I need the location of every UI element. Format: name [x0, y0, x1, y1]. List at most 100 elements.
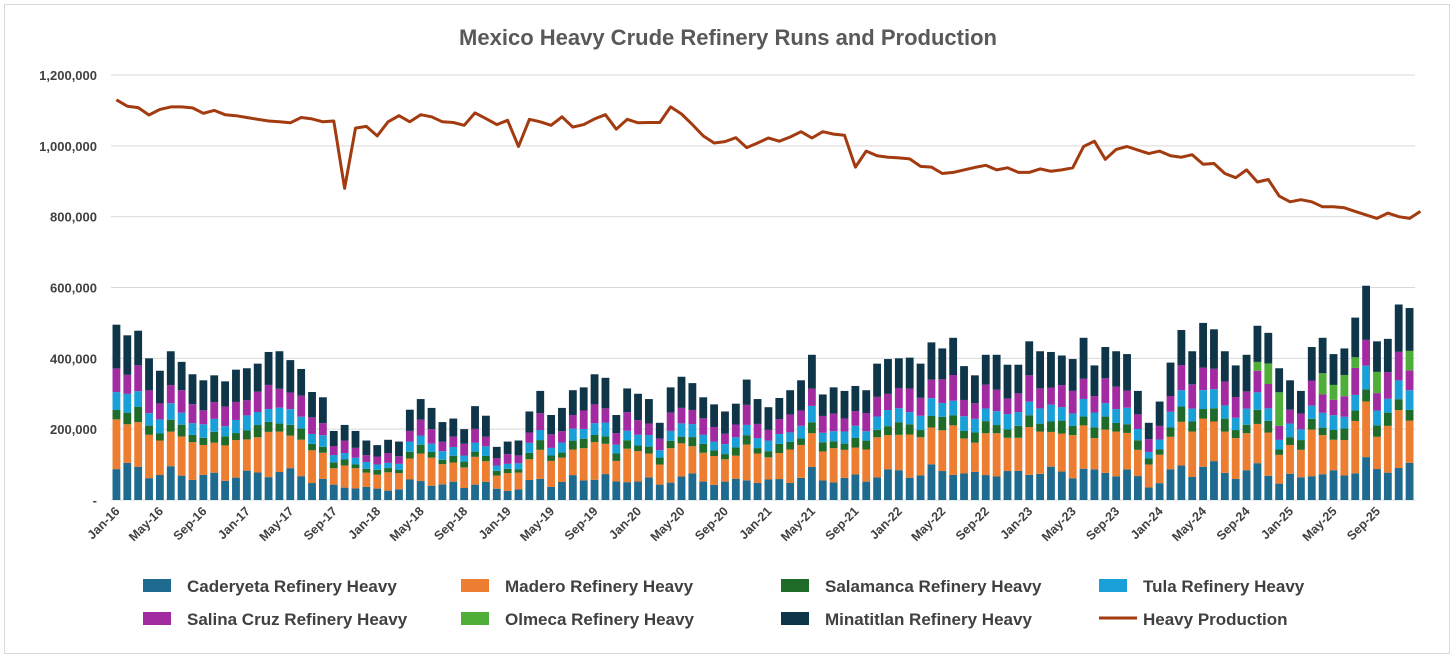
legend-label: Minatitlan Refinery Heavy [825, 610, 1032, 629]
bar-segment [1383, 425, 1392, 473]
bar-segment [1123, 424, 1131, 433]
bar-segment [242, 439, 251, 471]
bar-segment [1188, 351, 1197, 385]
bar-segment [329, 484, 338, 500]
bar-segment [351, 468, 360, 489]
bar-segment [1210, 368, 1218, 390]
bar-segment [405, 479, 414, 500]
bar-segment [862, 390, 871, 414]
bar-segment [1275, 454, 1284, 484]
bar-segment [677, 407, 686, 424]
bar-segment [666, 430, 675, 441]
bar-segment [1025, 341, 1034, 376]
bar-segment [503, 468, 512, 474]
bar-segment [818, 415, 827, 433]
x-tick-label: Jan-20 [606, 504, 644, 542]
bar-segment [362, 472, 371, 487]
bar-segment [1286, 380, 1294, 410]
bar-segment [634, 451, 642, 482]
x-tick-label: Jan-18 [345, 504, 383, 542]
bar-segment [395, 473, 403, 490]
bar-segment [1144, 439, 1153, 452]
x-tick-label: Sep-25 [1344, 504, 1383, 543]
bar-segment [623, 440, 632, 449]
bar-segment [155, 370, 164, 404]
bar-segment [1253, 370, 1262, 393]
bar-segment [221, 406, 230, 427]
bar-segment [775, 419, 784, 435]
bar-segment [1101, 378, 1110, 404]
bar-segment [1079, 425, 1088, 469]
bar-segment [1318, 427, 1327, 436]
bar-segment [721, 411, 729, 434]
bar-segment [145, 413, 153, 426]
bar-segment [1025, 426, 1034, 475]
legend-swatch [143, 612, 171, 625]
bar-segment [112, 410, 121, 420]
x-tick-label: Sep-18 [431, 504, 470, 543]
bar-segment [623, 388, 632, 413]
bar-segment [405, 409, 414, 431]
bar-segment [1286, 444, 1294, 474]
bar-segment [384, 490, 393, 500]
bar-segment [275, 407, 284, 424]
bar-segment [807, 433, 816, 467]
bar-segment [1144, 487, 1153, 500]
bar-segment [894, 408, 903, 423]
bar-segment [318, 478, 327, 500]
bar-segment [1362, 365, 1371, 390]
x-tick-label: Sep-19 [562, 504, 601, 543]
bar-segment [1329, 415, 1338, 430]
bar-segment [666, 387, 675, 413]
bar-segment [970, 442, 979, 472]
bar-segment [873, 477, 882, 500]
bar-segment [166, 385, 175, 404]
bar-segment [873, 429, 882, 438]
bar-segment [558, 481, 566, 500]
bar-segment [884, 393, 892, 411]
bar-segment [612, 433, 621, 445]
bar-segment [514, 489, 523, 500]
bar-segment [405, 430, 414, 442]
bar-segment [677, 476, 686, 500]
bar-segment [416, 399, 425, 420]
bar-segment [514, 455, 523, 464]
bar-segment [1362, 339, 1371, 366]
bar-segment [590, 442, 599, 480]
bar-segment [634, 481, 642, 500]
bar-segment [1383, 472, 1392, 500]
bar-segment [481, 415, 490, 437]
bar-segment [721, 459, 729, 482]
bar-segment [286, 424, 295, 436]
bar-segment [1351, 317, 1360, 358]
bar-segment [949, 474, 958, 500]
bar-segment [1188, 408, 1197, 422]
bar-segment [1405, 370, 1414, 391]
bar-segment [1329, 384, 1338, 400]
bar-segment [1231, 396, 1240, 418]
legend: Caderyeta Refinery Heavy Madero Refinery … [143, 577, 1305, 629]
bar-segment [1231, 438, 1240, 479]
bar-segment [731, 478, 740, 500]
bar-segment [601, 377, 610, 409]
bar-segment [699, 481, 708, 500]
bar-segment [1112, 351, 1121, 387]
x-tick-label: May-20 [648, 504, 688, 544]
bar-segment [177, 436, 186, 476]
bar-segment [395, 470, 403, 474]
bar-segment [731, 447, 740, 456]
bar-segment [1340, 475, 1349, 500]
bar-segment [764, 457, 773, 480]
bar-segment [829, 387, 838, 414]
bar-segment [894, 434, 903, 471]
bar-segment [405, 441, 414, 452]
bar-segment [1275, 439, 1284, 450]
bar-segment [992, 433, 1001, 477]
bar-segment [308, 417, 316, 434]
bar-segment [797, 410, 805, 426]
bar-segment [873, 363, 882, 397]
bar-segment [1394, 351, 1403, 381]
bar-segment [155, 403, 164, 420]
bar-segment [1014, 437, 1023, 471]
bar-segment [1025, 415, 1034, 427]
